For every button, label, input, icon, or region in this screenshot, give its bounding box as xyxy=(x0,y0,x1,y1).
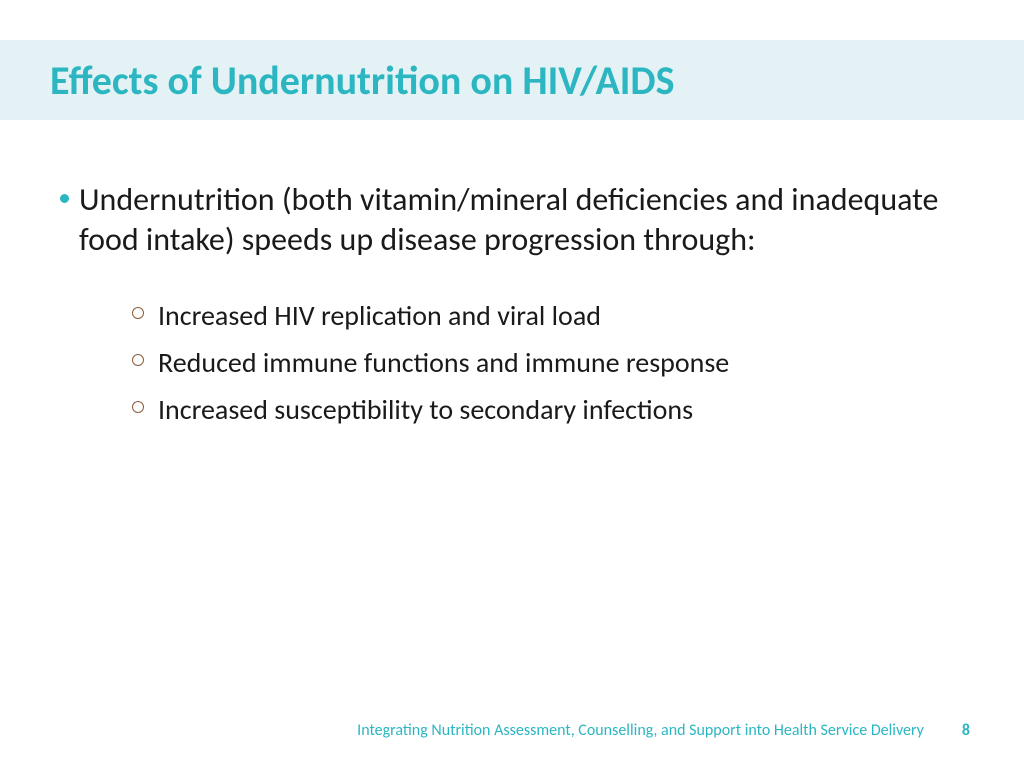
sub-bullet-list: Increased HIV replication and viral load… xyxy=(132,298,960,427)
sub-bullet-text: Reduced immune functions and immune resp… xyxy=(158,345,729,380)
page-number: 8 xyxy=(962,721,970,740)
main-bullet-text: Undernutrition (both vitamin/mineral def… xyxy=(79,180,960,260)
body-content: Undernutrition (both vitamin/mineral def… xyxy=(60,180,960,439)
sub-bullet: Increased susceptibility to secondary in… xyxy=(132,392,960,427)
hollow-circle-icon xyxy=(132,354,144,366)
bullet-dot-icon xyxy=(60,194,69,203)
main-bullet: Undernutrition (both vitamin/mineral def… xyxy=(60,180,960,260)
hollow-circle-icon xyxy=(132,307,144,319)
sub-bullet-text: Increased susceptibility to secondary in… xyxy=(158,392,693,427)
slide: Effects of Undernutrition on HIV/AIDS Un… xyxy=(0,0,1024,768)
slide-title: Effects of Undernutrition on HIV/AIDS xyxy=(50,56,675,105)
sub-bullet: Reduced immune functions and immune resp… xyxy=(132,345,960,380)
hollow-circle-icon xyxy=(132,401,144,413)
sub-bullet: Increased HIV replication and viral load xyxy=(132,298,960,333)
title-band: Effects of Undernutrition on HIV/AIDS xyxy=(0,40,1024,120)
footer: Integrating Nutrition Assessment, Counse… xyxy=(0,721,1024,740)
footer-text: Integrating Nutrition Assessment, Counse… xyxy=(357,721,924,740)
sub-bullet-text: Increased HIV replication and viral load xyxy=(158,298,601,333)
